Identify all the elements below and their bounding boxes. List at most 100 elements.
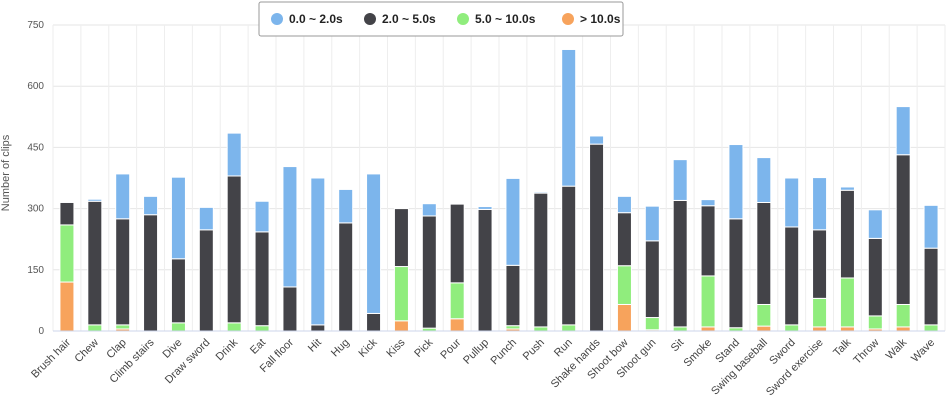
- bar-stack[interactable]: [477, 206, 493, 332]
- bar-segment[interactable]: [59, 281, 75, 332]
- bar-segment[interactable]: [867, 209, 883, 239]
- bar-segment[interactable]: [895, 154, 911, 305]
- bar-segment[interactable]: [393, 266, 409, 322]
- bar-segment[interactable]: [644, 205, 660, 242]
- bar-stack[interactable]: [784, 177, 800, 332]
- bar-segment[interactable]: [282, 286, 298, 332]
- bar-segment[interactable]: [477, 208, 493, 332]
- bar-stack[interactable]: [449, 203, 465, 332]
- bar-segment[interactable]: [393, 320, 409, 332]
- bar-segment[interactable]: [115, 324, 131, 330]
- bar-segment[interactable]: [616, 265, 632, 305]
- bar-segment[interactable]: [115, 173, 131, 220]
- bar-segment[interactable]: [700, 275, 716, 328]
- bar-segment[interactable]: [895, 303, 911, 328]
- bar-segment[interactable]: [756, 325, 772, 332]
- bar-segment[interactable]: [784, 177, 800, 228]
- bar-segment[interactable]: [449, 203, 465, 284]
- bar-segment[interactable]: [589, 135, 605, 145]
- bar-stack[interactable]: [923, 204, 939, 332]
- bar-segment[interactable]: [170, 176, 186, 260]
- bar-stack[interactable]: [170, 176, 186, 332]
- bar-segment[interactable]: [812, 229, 828, 299]
- bar-segment[interactable]: [644, 317, 660, 331]
- bar-segment[interactable]: [533, 326, 549, 332]
- bar-segment[interactable]: [700, 326, 716, 332]
- bar-segment[interactable]: [310, 324, 326, 332]
- bar-stack[interactable]: [839, 186, 855, 332]
- legend[interactable]: 0.0 ~ 2.0s 2.0 ~ 5.0s 5.0 ~ 10.0s > 10.0s: [258, 1, 624, 37]
- bar-segment[interactable]: [421, 215, 437, 329]
- bar-segment[interactable]: [784, 324, 800, 332]
- bar-segment[interactable]: [700, 205, 716, 277]
- bar-stack[interactable]: [672, 159, 688, 332]
- bar-segment[interactable]: [839, 277, 855, 328]
- bar-segment[interactable]: [115, 218, 131, 326]
- bar-segment[interactable]: [226, 132, 242, 177]
- bar-segment[interactable]: [672, 199, 688, 328]
- bar-segment[interactable]: [616, 212, 632, 267]
- bar-stack[interactable]: [616, 195, 632, 332]
- bar-segment[interactable]: [338, 188, 354, 224]
- bar-segment[interactable]: [895, 326, 911, 332]
- bar-stack[interactable]: [756, 157, 772, 332]
- bar-stack[interactable]: [310, 177, 326, 332]
- bar-segment[interactable]: [393, 208, 409, 268]
- bar-segment[interactable]: [143, 214, 159, 332]
- bar-segment[interactable]: [198, 206, 214, 231]
- bar-segment[interactable]: [895, 106, 911, 156]
- bar-segment[interactable]: [728, 144, 744, 220]
- bar-segment[interactable]: [198, 229, 214, 332]
- bar-segment[interactable]: [87, 198, 103, 202]
- bar-stack[interactable]: [143, 195, 159, 332]
- bar-stack[interactable]: [421, 203, 437, 332]
- bar-segment[interactable]: [449, 282, 465, 320]
- bar-segment[interactable]: [87, 324, 103, 332]
- bar-segment[interactable]: [254, 231, 270, 327]
- bar-segment[interactable]: [421, 203, 437, 217]
- bar-stack[interactable]: [895, 106, 911, 332]
- bar-segment[interactable]: [254, 325, 270, 332]
- bar-segment[interactable]: [616, 195, 632, 214]
- bar-segment[interactable]: [59, 224, 75, 283]
- bar-segment[interactable]: [812, 297, 828, 328]
- bar-segment[interactable]: [170, 322, 186, 332]
- bar-stack[interactable]: [366, 173, 382, 332]
- bar-stack[interactable]: [700, 199, 716, 332]
- bar-segment[interactable]: [505, 264, 521, 327]
- bar-segment[interactable]: [226, 322, 242, 332]
- bar-stack[interactable]: [338, 188, 354, 332]
- bar-segment[interactable]: [923, 204, 939, 249]
- legend-item[interactable]: 0.0 ~ 2.0s: [271, 12, 343, 26]
- bar-segment[interactable]: [756, 303, 772, 327]
- bar-segment[interactable]: [672, 159, 688, 201]
- bar-stack[interactable]: [198, 206, 214, 332]
- bar-stack[interactable]: [393, 208, 409, 332]
- bar-segment[interactable]: [923, 247, 939, 326]
- bar-segment[interactable]: [87, 200, 103, 326]
- bar-segment[interactable]: [338, 222, 354, 332]
- bar-segment[interactable]: [616, 303, 632, 332]
- bar-segment[interactable]: [812, 326, 828, 332]
- bar-segment[interactable]: [533, 192, 549, 328]
- bar-segment[interactable]: [59, 201, 75, 226]
- bar-segment[interactable]: [505, 177, 521, 266]
- bar-stack[interactable]: [812, 177, 828, 332]
- bar-stack[interactable]: [728, 144, 744, 332]
- bar-stack[interactable]: [644, 205, 660, 332]
- bar-segment[interactable]: [561, 48, 577, 187]
- bar-stack[interactable]: [867, 209, 883, 332]
- bar-segment[interactable]: [700, 199, 716, 207]
- bar-stack[interactable]: [282, 166, 298, 332]
- legend-item[interactable]: 2.0 ~ 5.0s: [364, 12, 436, 26]
- bar-stack[interactable]: [505, 177, 521, 332]
- bar-segment[interactable]: [254, 200, 270, 233]
- bar-segment[interactable]: [477, 206, 493, 210]
- bar-segment[interactable]: [226, 175, 242, 324]
- legend-item[interactable]: 5.0 ~ 10.0s: [457, 12, 536, 26]
- bar-segment[interactable]: [867, 315, 883, 330]
- bar-stack[interactable]: [226, 132, 242, 332]
- bar-segment[interactable]: [561, 324, 577, 332]
- bar-stack[interactable]: [589, 135, 605, 332]
- bar-segment[interactable]: [282, 166, 298, 288]
